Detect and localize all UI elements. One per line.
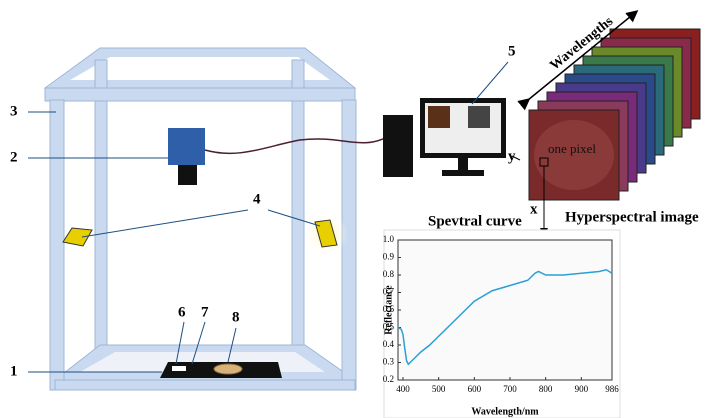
- callout: 4: [253, 191, 261, 207]
- callout: 2: [10, 149, 18, 165]
- monitor-base: [442, 170, 484, 176]
- x-tick-label: 400: [396, 384, 410, 394]
- callout: 7: [201, 304, 209, 320]
- y-tick-label: 0.9: [383, 252, 395, 262]
- cube: [529, 29, 700, 200]
- screen-image: [428, 106, 450, 128]
- x-tick-label: 986: [605, 384, 619, 394]
- diagram: Wavelengths one pixel y x Hyperspectral …: [0, 0, 724, 418]
- frame: [45, 48, 356, 390]
- x-label: x: [530, 201, 538, 217]
- light: [63, 228, 92, 246]
- x-tick-label: 900: [575, 384, 589, 394]
- screen-image: [468, 106, 490, 128]
- y-tick-label: 0.3: [383, 357, 395, 367]
- y-tick-label: 0.4: [383, 339, 395, 349]
- callout: 5: [508, 43, 516, 59]
- lens: [178, 165, 197, 185]
- chart-title: Spevtral curve: [428, 213, 522, 229]
- x-axis-label: Wavelength/nm: [471, 406, 539, 417]
- hsi-title: Hyperspectral image: [565, 209, 699, 225]
- callout: 6: [178, 304, 186, 320]
- monitor-stand: [458, 158, 468, 170]
- x-tick-label: 600: [468, 384, 482, 394]
- x-tick-label: 800: [539, 384, 553, 394]
- callout: 3: [10, 103, 18, 119]
- plot-area: [398, 240, 612, 380]
- x-tick-label: 700: [503, 384, 517, 394]
- callout: 1: [10, 363, 18, 379]
- sample: [214, 364, 242, 374]
- y-tick-label: 1.0: [383, 234, 395, 244]
- y-axis-label: Reflectance: [383, 285, 394, 335]
- pixel-label: one pixel: [548, 141, 596, 156]
- callout: 8: [232, 309, 240, 325]
- reference: [172, 366, 186, 371]
- camera: [168, 128, 205, 165]
- y-tick-label: 0.2: [383, 374, 394, 384]
- x-tick-label: 500: [432, 384, 446, 394]
- y-tick-label: 0.8: [383, 269, 395, 279]
- pc-tower: [383, 115, 413, 177]
- y-label: y: [508, 148, 516, 164]
